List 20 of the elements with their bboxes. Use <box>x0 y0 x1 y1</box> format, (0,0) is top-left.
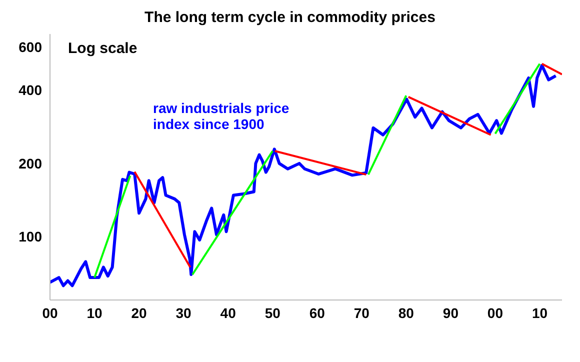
x-tick-label: 40 <box>220 304 236 321</box>
annotation: raw industrials price index since 1900 <box>153 100 290 132</box>
chart-title: The long term cycle in commodity prices <box>144 8 436 28</box>
x-tick-label: 50 <box>264 304 281 321</box>
x-tick-label: 10 <box>86 304 103 321</box>
x-tick-label: 30 <box>176 304 192 321</box>
x-tick-label: 00 <box>487 304 504 321</box>
x-tick-label: 90 <box>442 304 459 321</box>
x-tick-label: 70 <box>354 304 370 321</box>
x-tick-label: 60 <box>309 304 326 321</box>
x-tick-label: 80 <box>398 304 414 321</box>
y-tick-label: 100 <box>18 228 42 245</box>
line-series <box>50 64 558 288</box>
x-tick-label: 20 <box>131 304 148 321</box>
y-tick-label: 600 <box>18 39 42 56</box>
annotation: Log scale <box>68 40 138 57</box>
x-tick-label: 00 <box>42 304 58 321</box>
y-tick-label: 400 <box>18 82 42 98</box>
y-tick-label: 200 <box>18 155 42 172</box>
x-tick-label: 10 <box>532 304 548 321</box>
